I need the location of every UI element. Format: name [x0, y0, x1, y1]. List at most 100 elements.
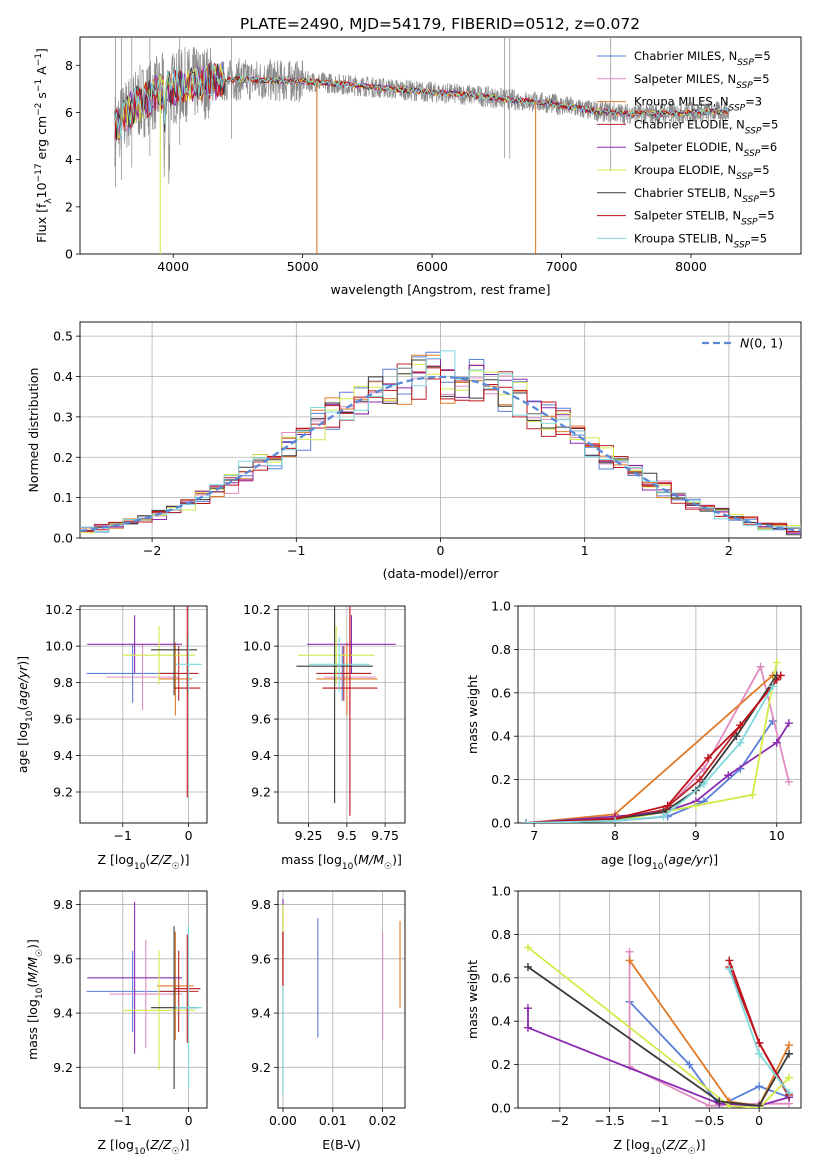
- label-part: age [log: [601, 852, 652, 867]
- label-part: SSP: [744, 149, 761, 159]
- y-tick-label: 0.4: [53, 369, 73, 384]
- label-part: =6: [760, 140, 777, 154]
- label-part: mass [log: [25, 999, 40, 1060]
- x-tick-label: −0.5: [694, 1113, 724, 1128]
- label-part: Salpeter STELIB, N: [634, 209, 741, 223]
- y-axis-label: mass weight: [465, 675, 480, 754]
- label-part: Kroupa MILES, N: [634, 95, 729, 109]
- weight-marker: [625, 956, 634, 965]
- legend-label: Kroupa STELIB, NSSP=5: [634, 231, 767, 250]
- label-part: Z/Z: [665, 1137, 688, 1152]
- label-part: N: [740, 336, 750, 351]
- x-tick-label: 9.5: [337, 828, 357, 843]
- legend-label: Salpeter ELODIE, NSSP=6: [634, 140, 777, 159]
- x-tick-label: 1: [581, 543, 589, 558]
- legend-label: Chabrier STELIB, NSSP=5: [634, 186, 776, 205]
- y-tick-label: 9.2: [53, 1060, 73, 1075]
- label-part: SSP: [736, 172, 753, 182]
- error-bar-point: [316, 642, 378, 716]
- label-part: ☉: [35, 949, 45, 957]
- error-bar-point: [87, 615, 182, 674]
- weight-marker: [522, 819, 531, 823]
- weight-series: [522, 682, 777, 823]
- y-tick-label: 0.8: [491, 927, 511, 942]
- x-axis-label: age [log10(age/yr)]: [601, 852, 718, 872]
- label-part: Kroupa STELIB, N: [634, 231, 734, 245]
- weight-marker: [785, 1041, 794, 1050]
- error-bar-point: [308, 637, 370, 692]
- x-tick-label: 8000: [675, 259, 707, 274]
- y-axis-label: age [log10(age/yr)]: [15, 656, 35, 773]
- x-tick-label: 4000: [157, 259, 189, 274]
- label-part: 10: [25, 710, 35, 722]
- label-part: E(B-V): [322, 1137, 361, 1152]
- y-axis-label: Normed distribution: [26, 368, 41, 493]
- weight-series: [522, 662, 793, 823]
- weight-series: [523, 1004, 794, 1108]
- label-part: age [log: [15, 722, 30, 773]
- plot-frame: [517, 605, 802, 824]
- weight-marker: [691, 801, 700, 810]
- label-part: =5: [761, 117, 778, 131]
- x-tick-label: 0: [185, 1113, 193, 1128]
- error-bar-point: [316, 646, 372, 701]
- y-tick-label: 0.2: [491, 1057, 511, 1072]
- weight-series: [522, 675, 781, 823]
- label-part: Z [log: [614, 1137, 650, 1152]
- weight-marker: [776, 671, 785, 680]
- weight-vs-z-axes: −2 −1.5 −1 −0.5 0 0.0 0.2 0.4 0.6 0.8 1.0 Z [log10(…: [465, 884, 802, 1157]
- x-axis-label: E(B-V): [322, 1137, 361, 1152]
- weight-marker: [705, 1101, 714, 1108]
- label-part: (: [145, 852, 150, 867]
- legend-label: Chabrier ELODIE, NSSP=5: [634, 117, 778, 136]
- legend-label: Kroupa ELODIE, NSSP=5: [634, 163, 770, 182]
- residuals-axes: −2 −1 0 1 2 0.0 0.1 0.2 0.3 0.4 0.5 N(0, 1) (data-mo…: [26, 321, 802, 581]
- y-tick-label: 0.2: [53, 450, 73, 465]
- label-part: 10: [134, 862, 146, 872]
- plot-frame: [79, 605, 208, 824]
- x-tick-label: 0.01: [319, 1113, 347, 1128]
- weight-marker: [625, 947, 634, 956]
- y-tick-label: 0.0: [491, 816, 511, 831]
- weight-marker: [772, 738, 781, 747]
- y-tick-label: 9.4: [251, 748, 271, 763]
- weight-marker: [699, 764, 708, 773]
- weight-marker: [748, 790, 757, 799]
- x-tick-label: 9.75: [371, 828, 399, 843]
- mass-vs-z-axes: −1 09.29.49.69.8Z [log10(Z/Z☉)]mass [log1…: [25, 890, 208, 1157]
- x-tick-label: 8: [611, 828, 619, 843]
- label-part: s: [34, 92, 49, 103]
- weight-marker: [785, 1049, 794, 1058]
- label-part: −17: [34, 163, 44, 182]
- label-part: Z [log: [98, 852, 134, 867]
- x-tick-label: −1: [650, 1113, 668, 1128]
- error-bar-point: [322, 606, 378, 816]
- label-part: )]: [25, 939, 40, 949]
- weight-marker: [611, 816, 620, 823]
- label-part: 10: [34, 182, 49, 198]
- weight-marker: [784, 777, 793, 786]
- legend-label: Salpeter MILES, NSSP=5: [634, 72, 770, 91]
- y-axis-label: Flux [fλ10−17 erg cm−2 s−1 A−1]: [34, 48, 54, 243]
- label-part: (: [145, 1137, 150, 1152]
- label-part: Z/Z: [149, 852, 172, 867]
- weight-marker: [715, 1097, 724, 1106]
- label-part: −1: [34, 79, 44, 92]
- weight-marker: [523, 962, 532, 971]
- label-part: )]: [180, 852, 190, 867]
- weight-series: [523, 962, 794, 1108]
- weight-marker: [755, 1049, 764, 1058]
- label-part: =3: [745, 95, 762, 109]
- label-part: M/M: [358, 852, 384, 867]
- weight-marker: [755, 1101, 764, 1108]
- y-tick-label: 10.0: [45, 639, 73, 654]
- error-bar-point: [158, 950, 199, 1033]
- y-tick-label: 9.8: [251, 675, 271, 690]
- label-part: SSP: [745, 126, 762, 136]
- label-part: )]: [696, 1137, 706, 1152]
- label-part: (: [661, 1137, 666, 1152]
- label-part: (: [353, 852, 358, 867]
- label-part: Kroupa ELODIE, N: [634, 163, 736, 177]
